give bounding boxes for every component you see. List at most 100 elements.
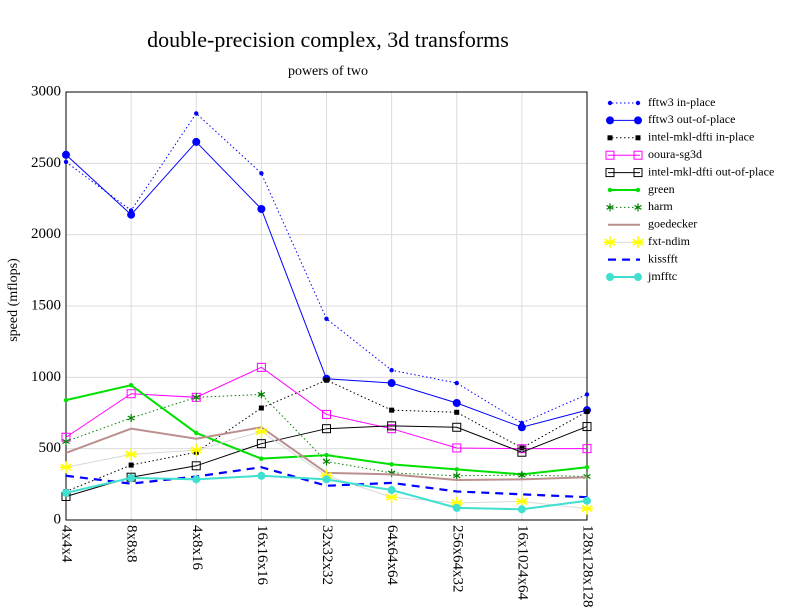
legend-marker [607, 187, 613, 193]
x-tick-label: 16x16x16 [254, 525, 270, 586]
marker [389, 407, 395, 413]
legend-marker [607, 135, 613, 141]
marker [322, 475, 331, 484]
legend-marker [606, 116, 614, 125]
marker [452, 443, 462, 453]
marker [450, 496, 463, 509]
marker [322, 424, 331, 434]
x-tick-label: 4x4x4 [59, 525, 75, 563]
legend-marker [635, 135, 641, 141]
series-line [65, 112, 588, 424]
marker [256, 362, 266, 372]
marker [127, 210, 136, 219]
legend-marker [605, 150, 615, 160]
marker-stroke [257, 391, 266, 397]
marker [584, 409, 590, 415]
y-tick-label: 0 [54, 511, 62, 527]
marker [324, 316, 329, 322]
marker [128, 462, 134, 468]
marker [127, 413, 135, 422]
series-line [65, 366, 587, 450]
marker [387, 379, 396, 388]
marker [389, 368, 394, 373]
marker [255, 425, 268, 438]
marker [452, 399, 461, 408]
marker-stroke [606, 204, 614, 210]
marker [454, 467, 459, 472]
legend-marker [604, 236, 616, 249]
marker [517, 447, 527, 457]
plot-frame [65, 91, 588, 521]
series-line [65, 466, 588, 499]
series-line [65, 379, 588, 492]
legend-label: fftw3 out-of-place [648, 112, 735, 126]
marker-stroke [62, 439, 70, 445]
marker [63, 159, 69, 165]
marker [517, 423, 526, 432]
marker [324, 377, 329, 383]
marker [194, 111, 199, 116]
marker [259, 456, 264, 461]
marker [324, 452, 329, 458]
marker [584, 392, 590, 397]
marker [387, 486, 396, 495]
marker [256, 439, 266, 449]
marker-stroke [634, 204, 642, 210]
marker [190, 444, 203, 457]
marker [191, 461, 201, 471]
marker [454, 380, 459, 386]
legend-marker [633, 150, 643, 160]
legend-marker [634, 273, 642, 281]
legend-label: fxt-ndim [648, 234, 691, 248]
marker-stroke [192, 394, 201, 400]
y-tick-label: 3000 [31, 83, 61, 99]
marker [192, 475, 201, 484]
marker-stroke [127, 415, 135, 421]
marker [192, 137, 201, 146]
legend-label: harm [648, 199, 673, 213]
legend-marker [634, 203, 642, 212]
y-tick-label: 2500 [31, 155, 61, 171]
marker [258, 405, 264, 411]
legend-label: intel-mkl-dfti out-of-place [648, 164, 774, 178]
marker [62, 150, 70, 159]
marker [387, 421, 397, 431]
marker [322, 457, 331, 466]
x-tick-label: 32x32x32 [319, 525, 335, 585]
marker [582, 444, 592, 454]
legend-marker [605, 168, 615, 178]
marker [128, 382, 134, 388]
marker-stroke [322, 458, 331, 465]
marker [126, 389, 136, 399]
x-tick-label: 4x8x16 [189, 525, 205, 571]
legend-label: goedecker [648, 217, 697, 231]
marker [322, 409, 331, 419]
y-tick-label: 500 [39, 440, 62, 456]
marker [452, 503, 461, 512]
marker [454, 409, 460, 415]
marker [257, 471, 266, 480]
marker [127, 473, 136, 482]
legend-marker [606, 273, 614, 281]
y-tick-label: 2000 [31, 226, 61, 242]
marker [62, 488, 70, 497]
marker [583, 496, 591, 505]
marker [582, 422, 592, 432]
legend-marker [634, 116, 642, 125]
x-tick-label: 64x64x64 [384, 525, 400, 586]
legend-marker [633, 168, 643, 178]
marker [517, 505, 526, 514]
marker [518, 471, 526, 480]
marker [581, 502, 593, 515]
y-tick-label: 1500 [31, 297, 61, 313]
marker-stroke [518, 472, 526, 478]
legend-label: jmfftc [647, 269, 677, 283]
y-axis-label: speed (mflops) [6, 258, 21, 342]
y-tick-label: 1000 [31, 369, 61, 385]
x-tick-label: 8x8x8 [124, 525, 140, 563]
marker [194, 430, 199, 436]
marker [452, 422, 462, 432]
x-tick-label: 16x1024x64 [514, 525, 530, 601]
marker [125, 448, 138, 461]
legend-marker [632, 236, 644, 249]
